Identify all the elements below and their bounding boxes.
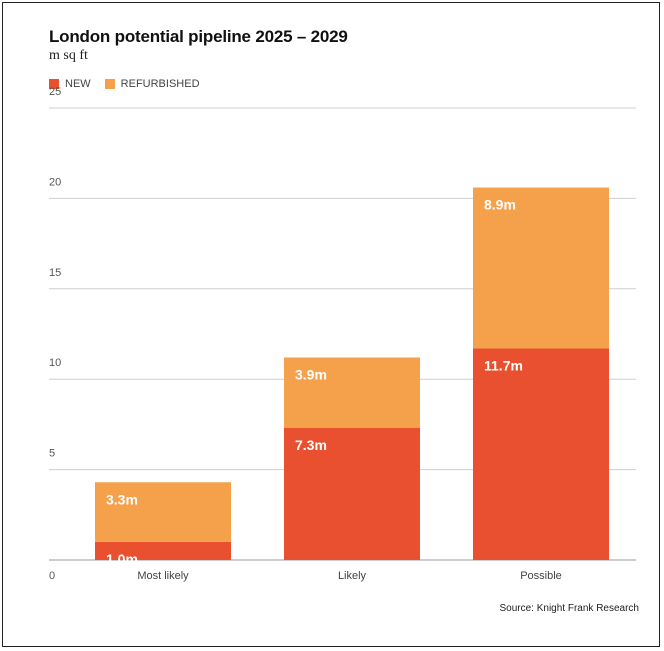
data-label: 3.9m: [295, 367, 327, 383]
y-tick-label: 15: [49, 267, 61, 279]
bar-new: [95, 541, 231, 560]
data-label: 11.7m: [484, 357, 523, 373]
legend-label-new: NEW: [65, 78, 91, 90]
data-label: 1.0m: [106, 551, 138, 567]
x-tick-label: Possible: [520, 570, 562, 582]
data-label: 8.9m: [484, 197, 516, 213]
legend-swatch-new: [49, 79, 59, 89]
legend-item-refurbished: REFURBISHED: [104, 78, 200, 90]
y-tick-label: 20: [49, 176, 61, 188]
y-tick-label: 10: [49, 357, 61, 369]
y-tick-label: 5: [49, 448, 55, 460]
y-tick-label: 25: [49, 86, 61, 98]
x-tick-label: Likely: [338, 570, 367, 582]
bar-refurbished: [95, 482, 231, 542]
bar-new: [473, 348, 609, 560]
bar-refurbished: [284, 357, 420, 429]
legend-label-refurbished: REFURBISHED: [120, 78, 200, 90]
chart-subtitle: m sq ft: [49, 48, 88, 63]
y-tick-label: 0: [49, 570, 55, 582]
source-note: Source: Knight Frank Research: [499, 603, 639, 614]
legend-item-new: NEW: [49, 78, 91, 90]
data-label: 7.3m: [295, 437, 327, 453]
data-label: 3.3m: [106, 491, 138, 507]
legend: NEW REFURBISHED: [49, 78, 214, 90]
bar-refurbished: [473, 187, 609, 349]
x-tick-label: Most likely: [137, 570, 189, 582]
chart-title: London potential pipeline 2025 – 2029: [49, 27, 348, 46]
legend-swatch-refurbished: [104, 79, 115, 89]
bar-new: [284, 428, 420, 560]
